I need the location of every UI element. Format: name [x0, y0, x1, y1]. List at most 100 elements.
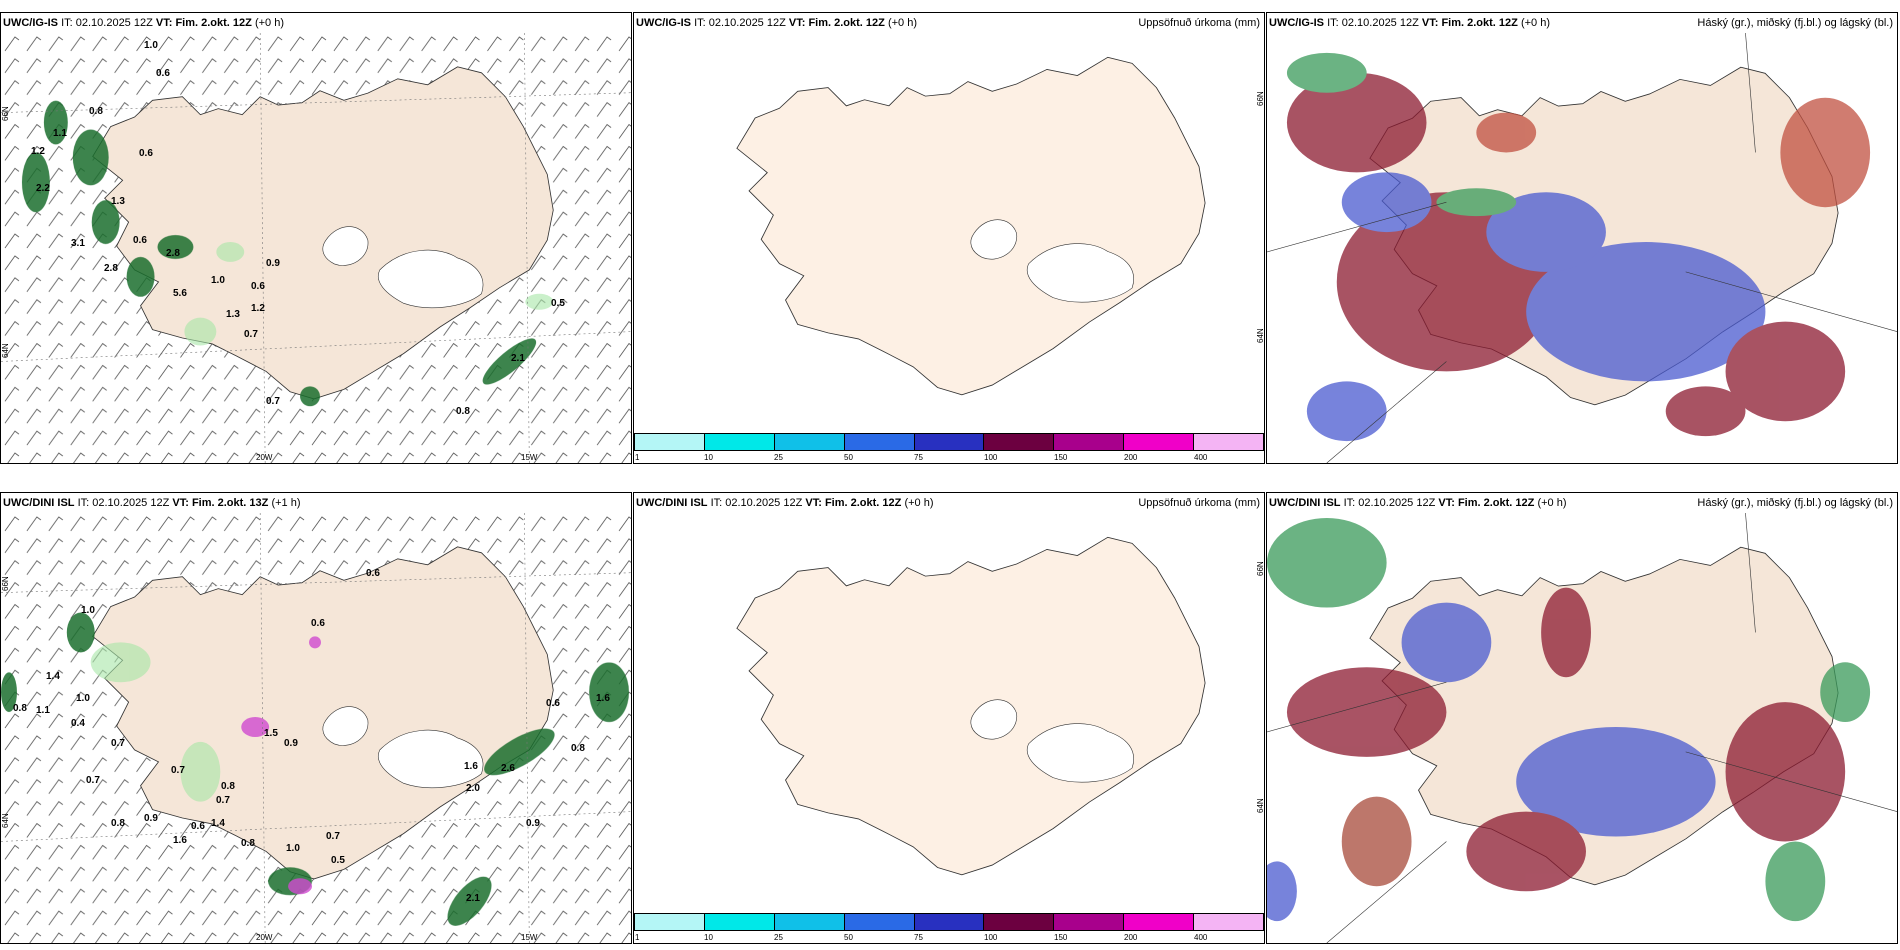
model-name: UWC/IG-IS	[3, 17, 58, 29]
precip-value: 1.0	[144, 40, 158, 51]
scale-segment	[844, 914, 915, 930]
it-value: 02.10.2025 12Z	[92, 497, 170, 509]
lon-label-20w: 20W	[256, 453, 273, 462]
scale-tick: 75	[914, 453, 923, 462]
scale-tick: 200	[1124, 453, 1138, 462]
precip-value: 0.9	[284, 738, 298, 749]
precip-value: 0.8	[111, 818, 125, 829]
scale-segment	[704, 914, 775, 930]
it-label: IT:	[694, 17, 706, 29]
precip-value: 0.7	[326, 831, 340, 842]
precip-value: 0.6	[139, 148, 153, 159]
precip-value: 0.6	[191, 821, 205, 832]
panel-product-title: Háský (gr.), miðský (fj.bl.) og lágský (…	[1697, 17, 1893, 29]
wind-map	[1, 33, 631, 463]
model-name: UWC/DINI ISL	[636, 497, 708, 509]
lat-label-64n: 64N	[1, 343, 10, 358]
it-value: 02.10.2025 12Z	[1341, 17, 1419, 29]
precip-value: 0.6	[546, 698, 560, 709]
vt-value: Fim. 2.okt. 12Z	[1457, 497, 1535, 509]
scale-tick: 10	[704, 453, 713, 462]
precip-value: 1.5	[264, 728, 278, 739]
precip-value: 0.6	[366, 568, 380, 579]
precip-panel-ig: UWC/IG-IS IT: 02.10.2025 12Z VT: Fim. 2.…	[633, 12, 1265, 464]
precip-value: 1.3	[111, 196, 125, 207]
it-label: IT:	[1327, 17, 1339, 29]
lon-label-15w: 15W	[521, 453, 538, 462]
scale-segment	[635, 914, 705, 930]
precip-value: 1.4	[211, 818, 225, 829]
lead-time: (+0 h)	[1537, 497, 1567, 509]
scale-bar	[634, 433, 1264, 451]
vt-label: VT:	[155, 17, 173, 29]
precip-value: 2.1	[466, 893, 480, 904]
panel-header: UWC/IG-IS IT: 02.10.2025 12Z VT: Fim. 2.…	[634, 13, 1264, 33]
lat-label-66n: 66N	[1256, 561, 1265, 576]
scale-tick: 400	[1194, 453, 1208, 462]
vt-label: VT:	[1421, 17, 1439, 29]
lat-label-64n: 64N	[1, 813, 10, 828]
lat-label-66n: 66N	[1, 106, 10, 121]
precip-value: 0.7	[86, 775, 100, 786]
scale-segment	[1124, 434, 1195, 450]
scale-tick: 100	[984, 933, 998, 942]
it-value: 02.10.2025 12Z	[1358, 497, 1436, 509]
scale-segment	[914, 434, 985, 450]
model-name: UWC/IG-IS	[1269, 17, 1324, 29]
scale-segment	[635, 434, 705, 450]
scale-segment	[1194, 914, 1264, 930]
precip-value: 1.0	[211, 275, 225, 286]
panel-header: UWC/IG-IS IT: 02.10.2025 12Z VT: Fim. 2.…	[1267, 13, 1897, 33]
scale-tick: 1	[635, 933, 640, 942]
lat-label-66n: 66N	[1256, 91, 1265, 106]
precip-value: 0.7	[111, 738, 125, 749]
it-value: 02.10.2025 12Z	[725, 497, 803, 509]
precip-value: 0.9	[144, 813, 158, 824]
scale-tick: 100	[984, 453, 998, 462]
precip-value: 1.2	[251, 303, 265, 314]
precip-value: 1.3	[226, 309, 240, 320]
model-name: UWC/IG-IS	[636, 17, 691, 29]
scale-segment	[1124, 914, 1195, 930]
lead-time: (+0 h)	[887, 17, 917, 29]
scale-tick: 200	[1124, 933, 1138, 942]
it-value: 02.10.2025 12Z	[708, 17, 786, 29]
precip-map	[634, 33, 1264, 437]
panel-header: UWC/IG-IS IT: 02.10.2025 12Z VT: Fim. 2.…	[1, 13, 631, 33]
precip-value: 1.6	[173, 835, 187, 846]
precip-value: 1.0	[286, 843, 300, 854]
precip-value: 0.9	[266, 258, 280, 269]
scale-segment	[914, 914, 985, 930]
it-label: IT:	[61, 17, 73, 29]
lat-label-64n: 64N	[1256, 328, 1265, 343]
vt-value: Fim. 2.okt. 12Z	[1441, 17, 1518, 29]
scale-bar	[634, 913, 1264, 931]
precip-value: 2.6	[501, 763, 515, 774]
precip-value: 1.0	[76, 693, 90, 704]
vt-label: VT:	[805, 497, 822, 509]
precip-value: 1.6	[464, 761, 478, 772]
precip-value: 0.6	[251, 281, 265, 292]
wind-precip-panel-ig: UWC/IG-IS IT: 02.10.2025 12Z VT: Fim. 2.…	[0, 12, 632, 464]
scale-tick: 150	[1054, 933, 1068, 942]
precip-value: 0.7	[171, 765, 185, 776]
lon-label-15w: 15W	[521, 933, 538, 942]
scale-segment	[1194, 434, 1264, 450]
precip-value: 1.1	[36, 705, 50, 716]
vt-value: Fim. 2.okt. 12Z	[808, 17, 885, 29]
wind-map	[1, 513, 631, 943]
it-label: IT:	[1343, 497, 1356, 509]
precip-value: 2.1	[511, 353, 525, 364]
vt-label: VT:	[172, 497, 189, 509]
scale-tick: 50	[844, 933, 853, 942]
precip-value: 0.8	[571, 743, 585, 754]
panel-header: UWC/DINI ISL IT: 02.10.2025 12Z VT: Fim.…	[1267, 493, 1897, 513]
precip-value: 0.6	[133, 235, 147, 246]
vt-value: Fim. 2.okt. 13Z	[191, 497, 269, 509]
scale-segment	[844, 434, 915, 450]
precip-value: 0.7	[244, 329, 258, 340]
precip-value: 0.5	[331, 855, 345, 866]
scale-segment	[984, 434, 1055, 450]
precip-value: 1.6	[596, 693, 610, 704]
scale-tick: 75	[914, 933, 923, 942]
